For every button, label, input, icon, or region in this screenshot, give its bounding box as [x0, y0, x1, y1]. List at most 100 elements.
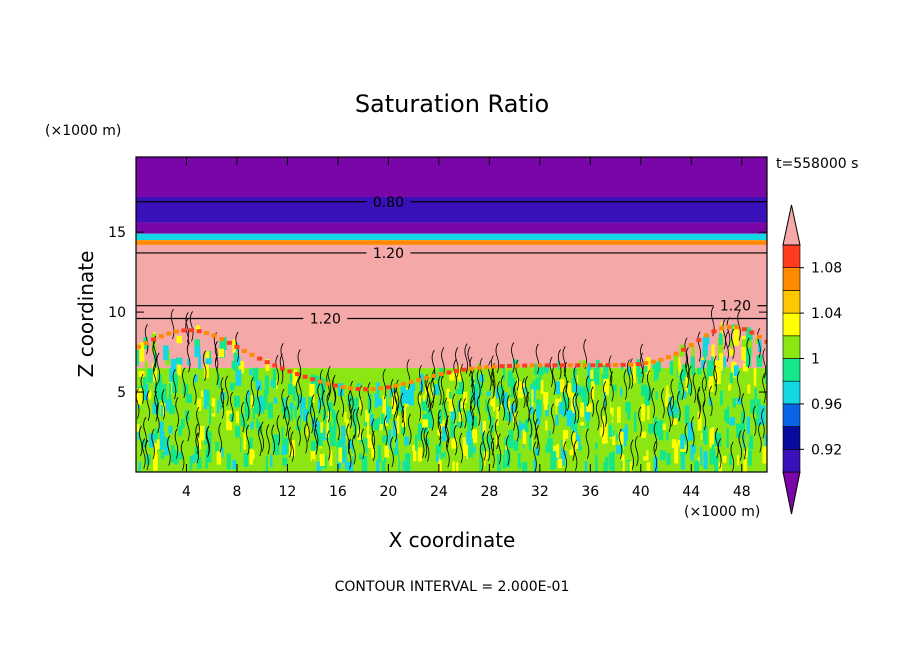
texture-cell — [236, 355, 241, 366]
texture-cell — [633, 412, 637, 432]
texture-cell — [678, 363, 681, 377]
turbulent-contour — [467, 346, 472, 377]
turbulent-contour — [533, 409, 537, 440]
turbulent-contour — [479, 441, 484, 472]
turbulent-contour — [731, 328, 735, 360]
turbulent-contour — [497, 381, 501, 412]
turbulent-contour — [437, 415, 442, 447]
texture-cell — [363, 419, 368, 426]
turbulent-contour — [195, 432, 200, 464]
texture-cell — [174, 430, 181, 439]
texture-cell — [678, 381, 682, 401]
texture-cell — [593, 368, 597, 385]
texture-cell — [492, 396, 496, 412]
turbulent-contour — [513, 383, 517, 414]
texture-cell — [387, 406, 392, 420]
colorbar-swatch — [782, 380, 801, 405]
texture-cell — [341, 425, 346, 445]
texture-cell — [581, 388, 588, 407]
turbulent-contour — [425, 431, 430, 462]
texture-cell — [357, 429, 363, 441]
texture-cell — [642, 441, 647, 457]
boundary-edge — [385, 385, 391, 390]
texture-cell — [383, 445, 390, 458]
texture-cell — [208, 431, 212, 446]
texture-cell — [636, 359, 641, 377]
turbulent-contour — [634, 435, 639, 467]
texture-cell — [357, 398, 363, 410]
turbulent-contour — [552, 364, 556, 395]
texture-cell — [249, 437, 253, 454]
texture-cell — [209, 405, 212, 425]
texture-cell — [178, 357, 183, 365]
texture-cell — [453, 416, 456, 425]
turbulent-contour — [317, 382, 321, 414]
texture-cell — [311, 458, 315, 467]
texture-cell — [218, 348, 225, 358]
texture-cell — [687, 382, 692, 395]
colorbar-label: 1.08 — [811, 261, 842, 277]
texture-cell — [608, 453, 613, 471]
texture-cell — [714, 456, 719, 472]
turbulent-contour — [571, 430, 575, 461]
texture-cell — [587, 363, 592, 381]
texture-cell — [575, 392, 581, 400]
texture-cell — [703, 451, 708, 470]
texture-cell — [699, 388, 704, 407]
texture-cell — [606, 413, 612, 426]
texture-cell — [479, 450, 482, 471]
texture-cell — [439, 440, 442, 449]
texture-cell — [729, 454, 732, 466]
texture-cell — [232, 459, 237, 470]
texture-cell — [756, 354, 763, 368]
texture-cell — [535, 447, 540, 456]
turbulent-contour — [350, 380, 354, 412]
texture-cell — [390, 450, 394, 464]
texture-cell — [729, 349, 734, 356]
texture-cell — [160, 404, 163, 417]
texture-cell — [403, 389, 410, 404]
turbulent-contour — [669, 396, 674, 427]
texture-cell — [454, 382, 459, 389]
turbulent-contour — [297, 349, 302, 380]
texture-cell — [756, 399, 761, 417]
texture-cell — [576, 375, 579, 383]
texture-cell — [450, 420, 455, 438]
turbulent-contour — [549, 356, 554, 388]
turbulent-contour — [737, 310, 741, 341]
texture-cell — [306, 425, 309, 436]
texture-cell — [499, 385, 504, 405]
colorbar-swatch — [782, 312, 801, 337]
texture-cell — [336, 423, 341, 442]
texture-cell — [375, 382, 380, 392]
texture-cell — [360, 418, 364, 438]
texture-cell — [425, 394, 432, 408]
texture-cell — [377, 398, 384, 406]
turbulent-contour — [514, 380, 518, 412]
boundary-edge — [605, 363, 611, 368]
texture-cell — [197, 398, 202, 411]
texture-cell — [664, 411, 669, 419]
texture-cell — [168, 462, 175, 469]
texture-cell — [249, 368, 252, 376]
texture-cell — [411, 444, 417, 462]
texture-cell — [577, 395, 581, 408]
texture-cell — [608, 383, 615, 391]
boundary-edge — [469, 366, 475, 371]
texture-cell — [438, 410, 443, 424]
turbulent-contour — [346, 423, 350, 454]
texture-cell — [310, 440, 316, 451]
texture-cell — [504, 411, 511, 421]
texture-cell — [620, 387, 623, 397]
texture-cell — [136, 388, 142, 405]
texture-cell — [694, 460, 699, 472]
turbulent-contour — [156, 352, 161, 384]
texture-cell — [317, 426, 323, 447]
texture-cell — [320, 422, 323, 433]
texture-cell — [720, 435, 725, 444]
texture-cell — [546, 364, 549, 375]
texture-cell — [503, 392, 508, 412]
colorbar-swatch — [782, 290, 801, 314]
turbulent-contour — [453, 425, 458, 456]
boundary-edge — [408, 380, 414, 385]
